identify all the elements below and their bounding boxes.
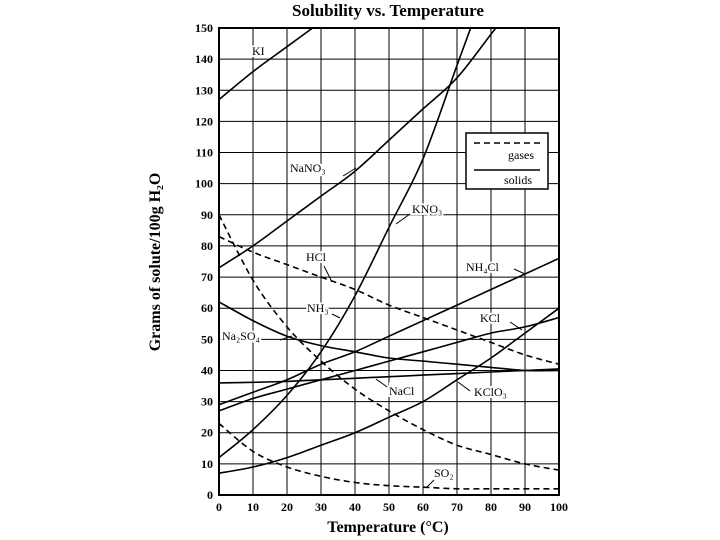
- y-tick-label: 70: [201, 270, 213, 284]
- y-tick-label: 10: [201, 457, 213, 471]
- x-tick-label: 90: [519, 500, 531, 514]
- series-line-6: [219, 316, 559, 412]
- label-leader-10: [425, 479, 435, 489]
- x-tick-label: 60: [417, 500, 429, 514]
- series-label-0: KI: [252, 44, 265, 58]
- series-line-8: [219, 368, 559, 384]
- series-line-1: [219, 28, 497, 269]
- x-tick-label: 80: [485, 500, 497, 514]
- y-tick-label: 0: [207, 488, 213, 502]
- y-tick-label: 60: [201, 301, 213, 315]
- x-tick-label: 70: [451, 500, 463, 514]
- label-leader-7: [279, 335, 293, 341]
- x-tick-label: 30: [315, 500, 327, 514]
- grid: [218, 27, 560, 496]
- x-tick-label: 20: [281, 500, 293, 514]
- x-tick-label: 40: [349, 500, 361, 514]
- series-label-6: KCl: [480, 311, 501, 325]
- label-leader-3: [323, 265, 333, 283]
- series-line-0: [219, 28, 314, 101]
- series-label-10: SO₂: [434, 466, 454, 480]
- y-tick-label: 140: [195, 52, 213, 66]
- tick-labels: 0 10 20 30 40 50 60 70 80 90 100 0 10 20 30 40 50 60 70 80 9…: [195, 21, 568, 514]
- chart-title: Solubility vs. Temperature: [292, 1, 484, 20]
- x-tick-label: 0: [216, 500, 222, 514]
- series-label-7: Na₂SO₄: [222, 329, 260, 343]
- series-line-2: [219, 28, 472, 459]
- x-axis-label: Temperature (°C): [327, 519, 448, 536]
- y-tick-label: 130: [195, 83, 213, 97]
- y-tick-label: 40: [201, 363, 213, 377]
- label-leader-9: [457, 381, 471, 392]
- plot-frame: [218, 27, 560, 496]
- y-tick-label: 110: [196, 146, 213, 160]
- y-tick-label: 20: [201, 426, 213, 440]
- y-tick-label: 90: [201, 208, 213, 222]
- series-line-3: [219, 235, 559, 365]
- label-leader-4: [513, 268, 526, 275]
- legend: gases solids: [465, 132, 549, 190]
- x-tick-label: 10: [247, 500, 259, 514]
- y-axis-label: Grams of solute/100g H₂O: [147, 173, 164, 352]
- y-tick-label: 50: [201, 332, 213, 346]
- series-label-5: NH₃: [307, 301, 329, 315]
- x-tick-label: 50: [383, 500, 395, 514]
- y-tick-label: 150: [195, 21, 213, 35]
- series-label-2: KNO₃: [412, 202, 442, 216]
- curves: [219, 28, 559, 490]
- y-tick-label: 80: [201, 239, 213, 253]
- series-line-7: [219, 301, 559, 372]
- series-label-9: KClO₃: [474, 385, 507, 399]
- label-leader-2: [395, 213, 411, 225]
- label-leader-5: [331, 313, 341, 319]
- series-label-1: NaNO₃: [290, 161, 326, 175]
- series-label-8: NaCl: [389, 384, 415, 398]
- y-tick-label: 100: [195, 177, 213, 191]
- label-leader-1: [342, 167, 357, 177]
- legend-gases-label: gases: [508, 148, 534, 162]
- label-leader-8: [375, 378, 391, 390]
- series-line-5: [219, 214, 559, 471]
- series-line-9: [219, 307, 559, 474]
- curve-labels: KI NaNO₃ KNO₃ HCl NH₄Cl NH₃ KCl Na₂SO₄ NaCl KClO₃…: [220, 42, 526, 489]
- x-tick-label: 100: [550, 500, 568, 514]
- y-tick-label: 30: [201, 395, 213, 409]
- legend-solids-label: solids: [504, 173, 532, 187]
- series-line-4: [219, 257, 559, 406]
- series-line-10: [219, 422, 559, 490]
- label-leader-6: [509, 321, 523, 331]
- y-tick-label: 120: [195, 114, 213, 128]
- series-label-4: NH₄Cl: [466, 260, 500, 274]
- series-label-3: HCl: [306, 250, 327, 264]
